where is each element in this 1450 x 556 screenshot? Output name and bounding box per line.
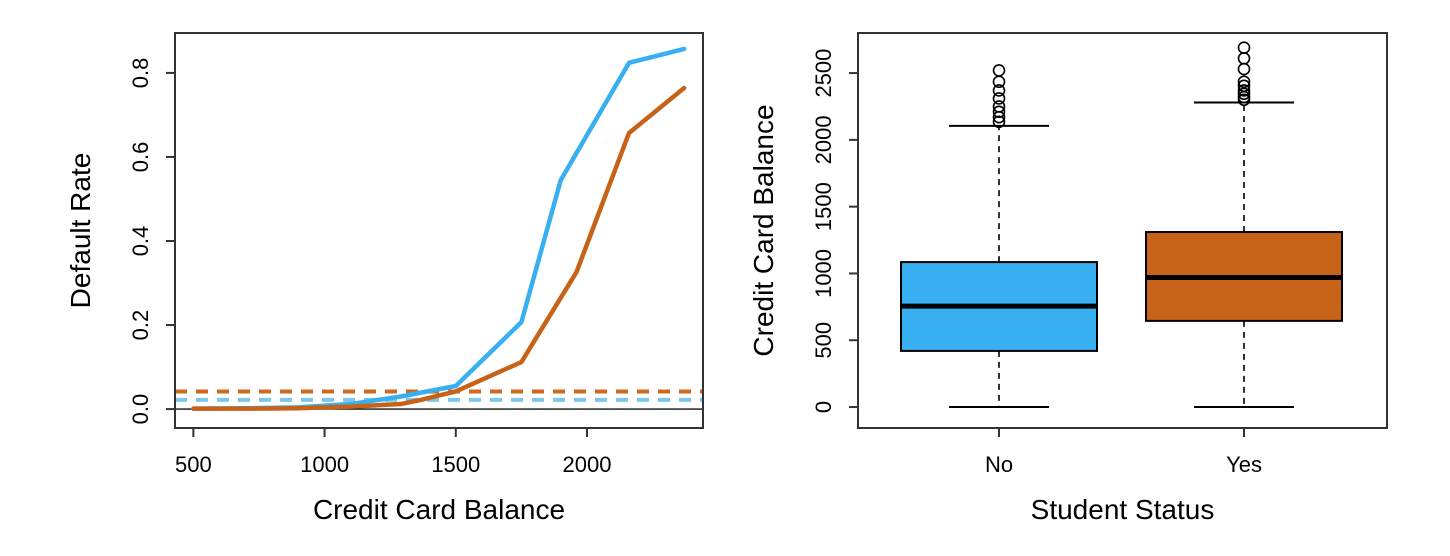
non-students-default-rate-line	[191, 46, 687, 411]
x-tick-label: No	[985, 452, 1013, 477]
outlier-point-No	[992, 105, 1006, 119]
outlier-point-No	[992, 84, 1006, 97]
y-tick-label: 1500	[811, 182, 836, 231]
y-tick-label: 0.0	[128, 394, 153, 425]
outlier-point-Yes	[1237, 75, 1251, 89]
y-tick-label: 0.4	[128, 226, 153, 257]
y-tick-label: 500	[811, 322, 836, 359]
y-tick-label: 2500	[811, 49, 836, 98]
students-default-rate-line	[191, 85, 687, 411]
y-axis-label: Credit Card Balance	[748, 104, 779, 356]
outlier-point-No	[992, 100, 1006, 113]
outlier-point-No	[992, 115, 1006, 129]
y-tick-label: 0.6	[128, 142, 153, 173]
y-tick-label: 0.2	[128, 310, 153, 341]
y-tick-label: 0	[811, 401, 836, 413]
plot-frame	[174, 32, 704, 429]
outlier-point-Yes	[1237, 52, 1251, 65]
outlier-point-Yes	[1237, 87, 1251, 101]
y-axis-label: Default Rate	[65, 153, 96, 309]
y-tick-label: 2000	[811, 115, 836, 164]
x-tick-label: 1000	[300, 452, 349, 477]
x-tick-label: 2000	[563, 452, 612, 477]
outlier-point-No	[992, 64, 1006, 77]
outlier-point-Yes	[1237, 84, 1251, 97]
x-axis-label: Student Status	[1031, 494, 1215, 525]
outlier-point-Yes	[1237, 62, 1251, 76]
outlier-point-No	[992, 92, 1006, 105]
x-tick-label: 1500	[431, 452, 480, 477]
x-tick-label: 500	[175, 452, 212, 477]
x-axis-label: Credit Card Balance	[313, 494, 565, 525]
plot-frame	[857, 32, 1388, 429]
y-tick-label: 1000	[811, 249, 836, 298]
x-tick-label: Yes	[1226, 452, 1262, 477]
y-tick-label: 0.8	[128, 58, 153, 89]
outlier-point-Yes	[1237, 41, 1251, 54]
outlier-point-Yes	[1237, 79, 1251, 93]
